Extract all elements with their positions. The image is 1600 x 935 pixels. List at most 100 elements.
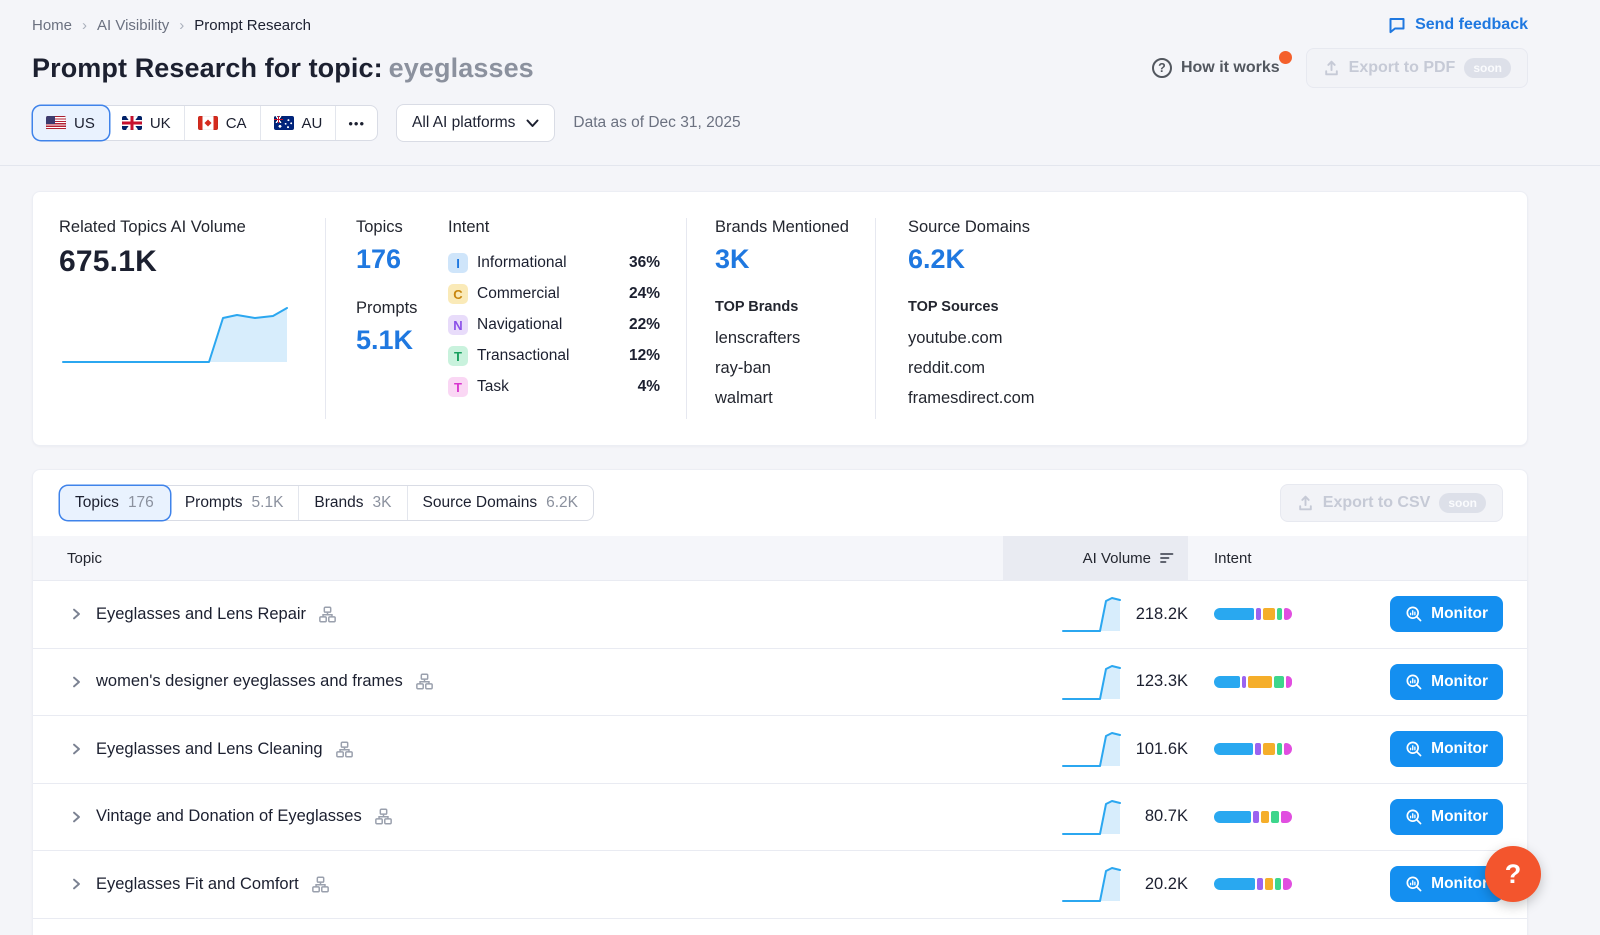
soon-badge: soon — [1464, 58, 1511, 78]
tab-count: 176 — [127, 494, 154, 511]
intent-cell — [1188, 675, 1373, 688]
topic-tree-icon[interactable] — [374, 808, 392, 825]
title-bar: Prompt Research for topic: eyeglasses ? H… — [32, 48, 1528, 88]
breadcrumb-ai-visibility[interactable]: AI Visibility — [97, 16, 170, 34]
expand-chevron-icon[interactable] — [69, 675, 83, 689]
intent-segment — [1273, 675, 1284, 688]
topic-name[interactable]: Eyeglasses and Lens Cleaning — [96, 739, 323, 758]
country-label: US — [74, 114, 95, 132]
intent-segment — [1262, 743, 1275, 756]
country-flag-icon — [197, 116, 218, 130]
country-flag-icon — [121, 116, 142, 130]
intent-bar — [1214, 675, 1292, 688]
prompts-label: Prompts — [356, 299, 418, 317]
filters-row: US UK CA AU — [32, 104, 1528, 142]
intent-segment — [1214, 608, 1254, 621]
related-volume-section: Related Topics AI Volume 675.1K — [59, 218, 325, 419]
topic-name[interactable]: women's designer eyeglasses and frames — [96, 672, 403, 691]
result-tabs: Topics 176 Prompts 5.1K Brands 3K — [59, 485, 594, 521]
expand-chevron-icon[interactable] — [69, 607, 83, 621]
intent-item: I Informational 36% — [448, 253, 660, 273]
monitor-button[interactable]: Monitor — [1390, 731, 1503, 768]
country-flag-icon — [273, 116, 294, 130]
brand-item: lenscrafters — [715, 329, 801, 347]
ai-platform-selected: All AI platforms — [412, 114, 516, 131]
expand-chevron-icon[interactable] — [69, 810, 83, 824]
how-it-works-link[interactable]: ? How it works — [1151, 51, 1292, 78]
breadcrumb-home[interactable]: Home — [32, 16, 73, 34]
column-header-ai-volume[interactable]: AI Volume — [1003, 536, 1188, 580]
country-button[interactable]: US — [33, 106, 109, 140]
intent-segment — [1241, 675, 1247, 688]
next-row-partial — [33, 917, 1527, 935]
ai-volume-cell: 80.7K — [1003, 796, 1188, 838]
intent-cell — [1188, 878, 1373, 891]
table-body: Eyeglasses and Lens Repair 218.2K — [33, 580, 1527, 918]
expand-chevron-icon[interactable] — [69, 877, 83, 891]
intent-segment — [1255, 608, 1261, 621]
more-countries-button[interactable]: ••• — [348, 115, 366, 131]
intent-segment — [1255, 743, 1261, 756]
export-csv-button[interactable]: Export to CSV soon — [1279, 484, 1503, 522]
ai-volume-cell: 101.6K — [1003, 728, 1188, 770]
result-tab[interactable]: Prompts 5.1K — [170, 486, 300, 520]
source-item: framesdirect.com — [908, 389, 1035, 407]
brands-label: Brands Mentioned — [715, 218, 849, 236]
send-feedback-link[interactable]: Send feedback — [1387, 15, 1528, 35]
topic-tree-icon[interactable] — [311, 876, 329, 893]
soon-badge: soon — [1439, 493, 1486, 513]
intent-label: Intent — [448, 218, 490, 236]
sources-label: Source Domains — [908, 218, 1030, 236]
sort-descending-icon — [1160, 552, 1174, 564]
intent-segment — [1280, 810, 1292, 823]
monitor-magnifier-icon — [1405, 605, 1423, 623]
table-row: Eyeglasses and Lens Cleaning 101.6K — [33, 715, 1527, 783]
overview-stats-card: Related Topics AI Volume 675.1K Topics 1… — [32, 191, 1528, 446]
country-button[interactable]: AU — [261, 106, 337, 140]
topic-name[interactable]: Vintage and Donation of Eyeglasses — [96, 807, 362, 826]
intent-segment — [1275, 878, 1281, 891]
monitor-label: Monitor — [1431, 672, 1488, 690]
intent-segment — [1214, 810, 1252, 823]
monitor-button[interactable]: Monitor — [1390, 596, 1503, 633]
intent-cell — [1188, 608, 1373, 621]
tab-count: 3K — [372, 494, 392, 511]
ai-volume-value: 218.2K — [1135, 604, 1188, 623]
monitor-button[interactable]: Monitor — [1390, 663, 1503, 700]
tab-count: 6.2K — [546, 494, 578, 511]
page-title-prefix: Prompt Research for topic: — [32, 52, 383, 83]
monitor-label: Monitor — [1431, 605, 1488, 623]
country-label: UK — [149, 114, 171, 132]
ai-volume-cell: 20.2K — [1003, 863, 1188, 905]
topic-tree-icon[interactable] — [415, 673, 433, 690]
ai-volume-value: 101.6K — [1135, 739, 1188, 758]
monitor-button[interactable]: Monitor — [1390, 866, 1503, 903]
intent-name: Commercial — [477, 285, 560, 302]
topic-name[interactable]: Eyeglasses Fit and Comfort — [96, 874, 299, 893]
monitor-cell: Monitor — [1373, 663, 1503, 700]
country-button[interactable]: UK — [109, 106, 185, 140]
result-tab[interactable]: Source Domains 6.2K — [408, 486, 593, 520]
help-fab-button[interactable]: ? — [1485, 846, 1541, 902]
breadcrumb-separator: › — [179, 16, 185, 34]
topic-name[interactable]: Eyeglasses and Lens Repair — [96, 604, 307, 623]
monitor-cell: Monitor — [1373, 596, 1503, 633]
notification-dot — [1278, 51, 1292, 64]
topic-tree-icon[interactable] — [335, 741, 353, 758]
feedback-bubble-icon — [1387, 15, 1407, 35]
monitor-label: Monitor — [1431, 740, 1488, 758]
intent-segment — [1264, 878, 1274, 891]
intent-name: Informational — [477, 254, 567, 271]
topic-tree-icon[interactable] — [319, 606, 336, 623]
expand-chevron-icon[interactable] — [69, 742, 83, 756]
country-button[interactable]: CA — [185, 106, 261, 140]
result-tab[interactable]: Topics 176 — [60, 486, 170, 520]
result-tab[interactable]: Brands 3K — [299, 486, 408, 520]
monitor-button[interactable]: Monitor — [1390, 798, 1503, 835]
export-pdf-button[interactable]: Export to PDF soon — [1305, 48, 1528, 88]
country-label: CA — [225, 114, 247, 132]
ai-platform-dropdown[interactable]: All AI platforms — [396, 104, 556, 142]
intent-segment — [1271, 810, 1279, 823]
intent-segment — [1277, 608, 1283, 621]
intent-name: Transactional — [477, 347, 570, 364]
